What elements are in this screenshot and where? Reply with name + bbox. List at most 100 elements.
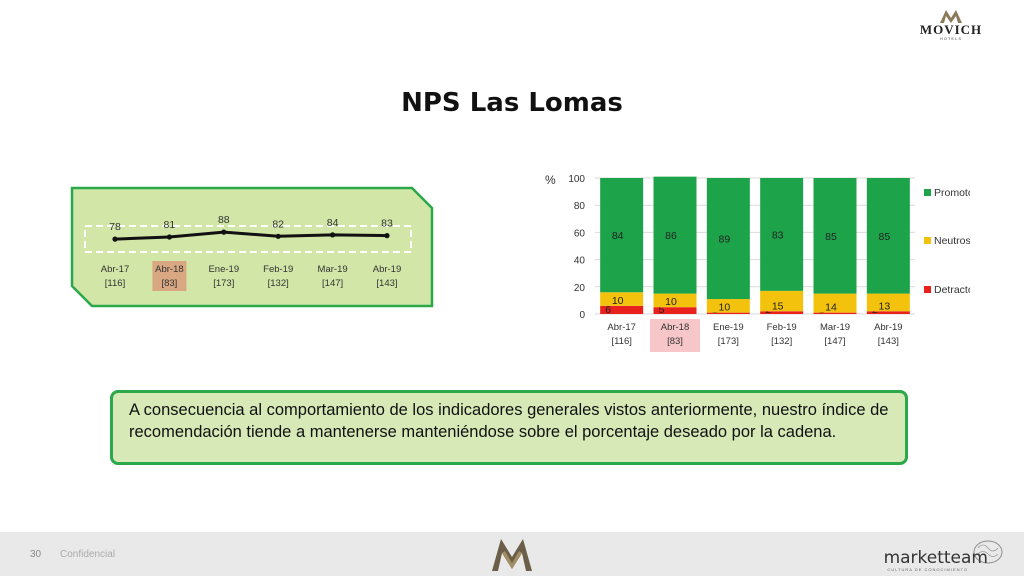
line-x-sample-label: [83]: [161, 278, 177, 289]
bar-segment-promotores: [653, 176, 697, 294]
line-x-sample-label: [147]: [322, 278, 343, 289]
y-tick-label: 0: [579, 310, 585, 321]
nps-line-series: [114, 230, 388, 241]
line-point: [112, 236, 118, 242]
bar-data-label: 85: [878, 231, 890, 243]
movich-footer-icon: [492, 539, 532, 571]
bar-data-label: 13: [878, 300, 890, 312]
brand-name: MOVICH: [919, 22, 983, 37]
bar-segment-detractores: [866, 311, 910, 314]
line-data-label: 84: [327, 217, 339, 229]
line-x-tick-label: Abr-19: [373, 264, 402, 275]
bar-segment-neutros: [706, 299, 750, 313]
bar-segment-promotores: [760, 178, 804, 291]
line-data-label: 82: [272, 218, 284, 230]
company-name: marketteam: [883, 548, 988, 568]
bar-segment-promotores: [706, 178, 750, 300]
bar-data-label: 14: [825, 302, 837, 314]
line-x-sample-label: [143]: [376, 278, 397, 289]
bar-x-tick-label: Abr-17: [607, 322, 636, 333]
line-point: [275, 233, 281, 239]
bar-segment-neutros: [760, 290, 804, 312]
bar-x-sample-label: [132]: [771, 336, 792, 347]
bar-data-label: 10: [612, 295, 624, 307]
bar-x-sample-label: [116]: [611, 336, 631, 347]
bar-segment-neutros: [653, 293, 697, 308]
bar-x-sample-label: [173]: [718, 336, 739, 347]
movich-mark-icon: [940, 10, 962, 23]
bar-data-label: 83: [772, 229, 784, 241]
legend-label: Promotores: [934, 187, 970, 199]
bar-data-label: 84: [612, 230, 624, 242]
line-data-label: 81: [164, 219, 176, 231]
bar-data-label: 5: [659, 304, 665, 316]
bar-data-label: 6: [605, 304, 611, 316]
bar-x-sample-label: [143]: [878, 336, 899, 347]
page-number: 30: [30, 549, 42, 560]
bar-data-label: 15: [772, 300, 784, 312]
bar-segment-neutros: [866, 293, 910, 312]
commentary-box: A consecuencia al comportamiento de los …: [110, 390, 908, 465]
legend-label: Detractores: [934, 284, 970, 296]
line-x-sample-label: [173]: [213, 278, 234, 289]
highlight-category-box: [152, 261, 187, 291]
bar-segment-detractores: [813, 312, 857, 314]
bar-data-label: 86: [665, 230, 677, 242]
footer-logo: [489, 535, 535, 578]
line-point: [166, 234, 172, 240]
bar-x-tick-label: Abr-18: [661, 322, 690, 333]
bar-x-tick-label: Mar-19: [820, 322, 850, 333]
bar-data-label: 10: [665, 296, 677, 308]
bar-segment-detractores: [600, 305, 644, 314]
marketteam-logo: [884, 538, 1004, 574]
line-x-sample-label: [116]: [105, 278, 125, 289]
bar-segment-detractores: [653, 307, 697, 314]
line-x-sample-label: [132]: [268, 278, 289, 289]
y-tick-label: 60: [574, 228, 586, 239]
legend-swatch-promotores: [924, 189, 931, 196]
y-tick-label: 40: [574, 256, 586, 267]
line-data-label: 88: [218, 214, 230, 226]
bar-x-sample-label: [83]: [667, 336, 683, 347]
company-tagline: CULTURA DE CONOCIMIENTO: [887, 567, 968, 572]
legend-swatch-detractores: [924, 286, 931, 293]
bar-segment-neutros: [813, 293, 857, 313]
bar-data-label: 89: [718, 234, 730, 246]
y-tick-label: 80: [574, 201, 586, 212]
highlight-category-box: [650, 319, 700, 352]
line-x-tick-label: Ene-19: [208, 264, 239, 275]
line-x-tick-label: Abr-17: [101, 264, 130, 275]
confidential-label: Confidencial: [60, 549, 116, 560]
brain-icon: [973, 540, 1003, 564]
line-x-tick-label: Feb-19: [263, 264, 293, 275]
y-tick-label: 100: [568, 174, 585, 185]
brand-sub: HOTELS: [939, 36, 962, 41]
bar-segment-promotores: [600, 178, 644, 293]
line-data-label: 83: [381, 218, 393, 230]
nps-stacked-bar-chart: %02040608010061084Abr-17[116]51086Abr-18…: [545, 173, 970, 352]
legend-label: Neutros: [934, 235, 970, 247]
line-data-label: 78: [109, 221, 121, 233]
bar-segment-neutros: [600, 292, 644, 306]
bar-data-label: 10: [718, 302, 730, 314]
bar-segment-detractores: [760, 311, 804, 314]
y-tick-label: 20: [574, 283, 586, 294]
y-axis-label: %: [545, 173, 556, 187]
bar-x-sample-label: [147]: [824, 336, 845, 347]
bar-data-label: 85: [825, 231, 837, 243]
movich-logo: MOVICH HOTELS: [906, 8, 996, 48]
legend-swatch-neutros: [924, 237, 931, 244]
nps-line-chart: 78 Abr-17 [116] 81 Abr-18 [83] 88 Ene-19 [173] 82…: [70, 186, 434, 308]
line-x-tick-label: Mar-19: [318, 264, 348, 275]
bar-segment-promotores: [813, 178, 857, 294]
bar-segment-promotores: [866, 178, 910, 294]
bar-x-tick-label: Feb-19: [767, 322, 797, 333]
line-point: [384, 233, 390, 239]
bar-x-tick-label: Ene-19: [713, 322, 744, 333]
bar-x-tick-label: Abr-19: [874, 322, 903, 333]
line-x-tick-label: Abr-18: [155, 264, 184, 275]
bar-segment-detractores: [706, 312, 750, 314]
page-title: NPS Las Lomas: [401, 88, 623, 118]
line-point: [221, 229, 227, 235]
